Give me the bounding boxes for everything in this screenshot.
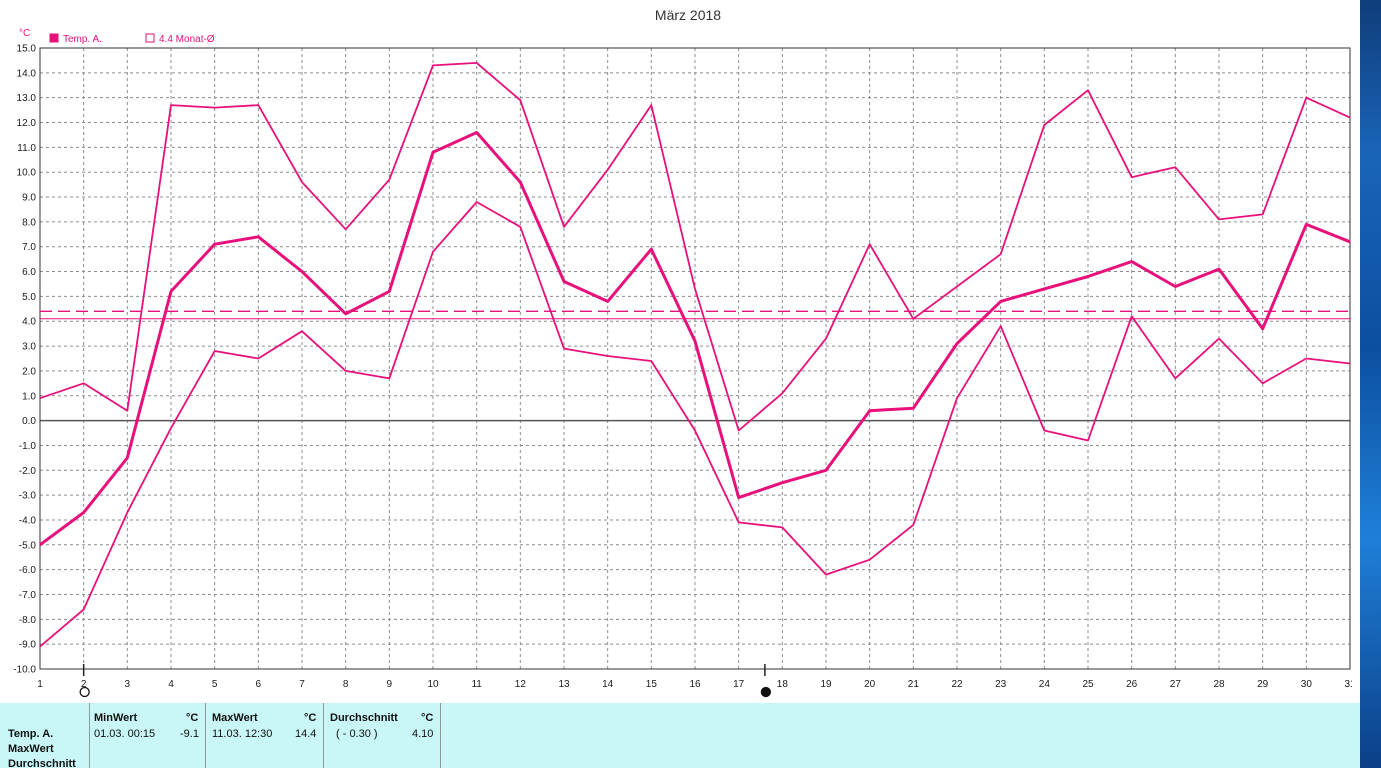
y-tick-label: -8.0: [19, 615, 37, 626]
x-tick-label: 8: [343, 679, 349, 690]
x-tick-label: 29: [1257, 679, 1269, 690]
x-tick-label: 3: [125, 679, 131, 690]
open-circle-marker: [79, 686, 90, 698]
y-tick-label: 12.0: [17, 118, 37, 129]
x-tick-label: 7: [299, 679, 305, 690]
x-axis: 1 2 3 4 5 6 7 8 9 10 11 12 13 14 15 16 17 18 19 20 21 22 23 24 2…: [37, 679, 1352, 690]
min-unit: °C: [186, 712, 199, 724]
y-tick-label: -4.0: [19, 515, 37, 526]
temperature-chart: 15.014.013.012.011.010.09.08.07.06.05.04…: [13, 7, 1352, 698]
y-tick-label: 10.0: [17, 168, 37, 179]
x-tick-label: 23: [995, 679, 1007, 690]
series-lines: [39, 62, 1351, 648]
y-tick-label: -9.0: [19, 640, 37, 651]
plot-frame: [39, 47, 1351, 670]
y-tick-label: -6.0: [19, 565, 37, 576]
y-tick-label: 13.0: [17, 93, 37, 104]
divider: [323, 703, 324, 768]
x-tick-label: 27: [1170, 679, 1182, 690]
x-markers: [79, 664, 772, 698]
x-tick-label: 30: [1301, 679, 1313, 690]
y-tick-label: -3.0: [19, 491, 37, 502]
max-unit: °C: [304, 712, 317, 724]
divider: [440, 703, 441, 768]
x-tick-label: 10: [427, 679, 439, 690]
series-line-min: [39, 201, 1351, 648]
x-tick-label: 5: [212, 679, 218, 690]
max-time: 11.03. 12:30: [212, 728, 273, 740]
y-tick-label: 3.0: [22, 342, 36, 353]
filled-circle-marker: [760, 686, 772, 698]
y-tick-label: 5.0: [22, 292, 36, 303]
x-tick-label: 12: [515, 679, 527, 690]
stats-panel: Temp. A. MaxWert Durchschnitt MinWert °C…: [0, 703, 1360, 770]
x-tick-label: 18: [777, 679, 789, 690]
x-tick-label: 28: [1213, 679, 1225, 690]
x-tick-label: 17: [733, 679, 745, 690]
x-tick-label: 2: [81, 679, 87, 690]
x-tick-label: 20: [864, 679, 876, 690]
y-tick-label: 14.0: [17, 68, 37, 79]
x-tick-label: 19: [820, 679, 832, 690]
y-tick-label: 11.0: [17, 143, 36, 154]
avg-header: Durchschnitt: [330, 712, 398, 724]
x-tick-label: 14: [602, 679, 614, 690]
x-tick-label: 31: [1344, 679, 1352, 690]
series-line-mean: [39, 131, 1351, 547]
y-tick-label: 6.0: [22, 267, 36, 278]
window-edge: [1352, 0, 1360, 768]
min-time: 01.03. 00:15: [94, 728, 156, 740]
y-tick-label: -1.0: [19, 441, 37, 452]
y-tick-label: 8.0: [22, 217, 36, 228]
x-tick-label: 15: [646, 679, 658, 690]
series-line-max: [39, 62, 1351, 432]
y-tick-label: 15.0: [17, 44, 37, 55]
row-label-temp: Temp. A.: [8, 728, 54, 740]
x-tick-label: 24: [1039, 679, 1051, 690]
min-header: MinWert: [94, 712, 138, 724]
avg-note: ( - 0.30 ): [336, 728, 378, 740]
y-tick-label: 2.0: [22, 366, 36, 377]
divider: [205, 703, 206, 768]
x-tick-label: 13: [558, 679, 570, 690]
legend-swatch-empty: [145, 33, 155, 43]
min-value: -9.1: [180, 728, 199, 740]
y-tick-label: 7.0: [22, 242, 36, 253]
x-tick-label: 26: [1126, 679, 1138, 690]
legend-label-monthly-avg: 4.4 Monat-Ø: [159, 34, 215, 45]
row-label-avg: Durchschnitt: [8, 758, 76, 770]
y-tick-label: 4.0: [22, 317, 36, 328]
x-tick-label: 21: [908, 679, 920, 690]
legend-swatch-filled: [49, 33, 59, 43]
avg-value: 4.10: [412, 728, 434, 740]
x-tick-label: 4: [168, 679, 174, 690]
row-label-max: MaxWert: [8, 743, 54, 755]
y-unit-label: °C: [19, 28, 30, 39]
avg-unit: °C: [421, 712, 434, 724]
chart-grid: [39, 47, 1351, 670]
x-tick-label: 25: [1082, 679, 1094, 690]
x-tick-label: 1: [37, 679, 43, 690]
y-tick-label: -5.0: [19, 540, 37, 551]
y-tick-label: -2.0: [19, 466, 37, 477]
legend-label-temp: Temp. A.: [63, 34, 102, 45]
y-tick-label: 9.0: [22, 193, 36, 204]
max-header: MaxWert: [212, 712, 258, 724]
y-axis: 15.0 14.0 13.0 12.0 11.0 10.0 9.0 8.0 7.0 6.0 5.0 4…: [13, 44, 36, 676]
x-tick-label: 6: [256, 679, 262, 690]
x-tick-label: 22: [951, 679, 963, 690]
y-tick-label: 0.0: [22, 416, 36, 427]
legend: Temp. A. 4.4 Monat-Ø: [49, 33, 215, 45]
y-tick-label: -7.0: [19, 590, 37, 601]
x-tick-label: 9: [387, 679, 393, 690]
x-tick-label: 16: [689, 679, 701, 690]
y-tick-label: -10.0: [13, 665, 36, 676]
desktop-background-strip: [1360, 0, 1381, 768]
chart-title: März 2018: [655, 7, 721, 23]
y-tick-label: 1.0: [22, 391, 36, 402]
divider: [89, 703, 90, 768]
max-value: 14.4: [295, 728, 317, 740]
x-tick-label: 11: [471, 679, 482, 690]
